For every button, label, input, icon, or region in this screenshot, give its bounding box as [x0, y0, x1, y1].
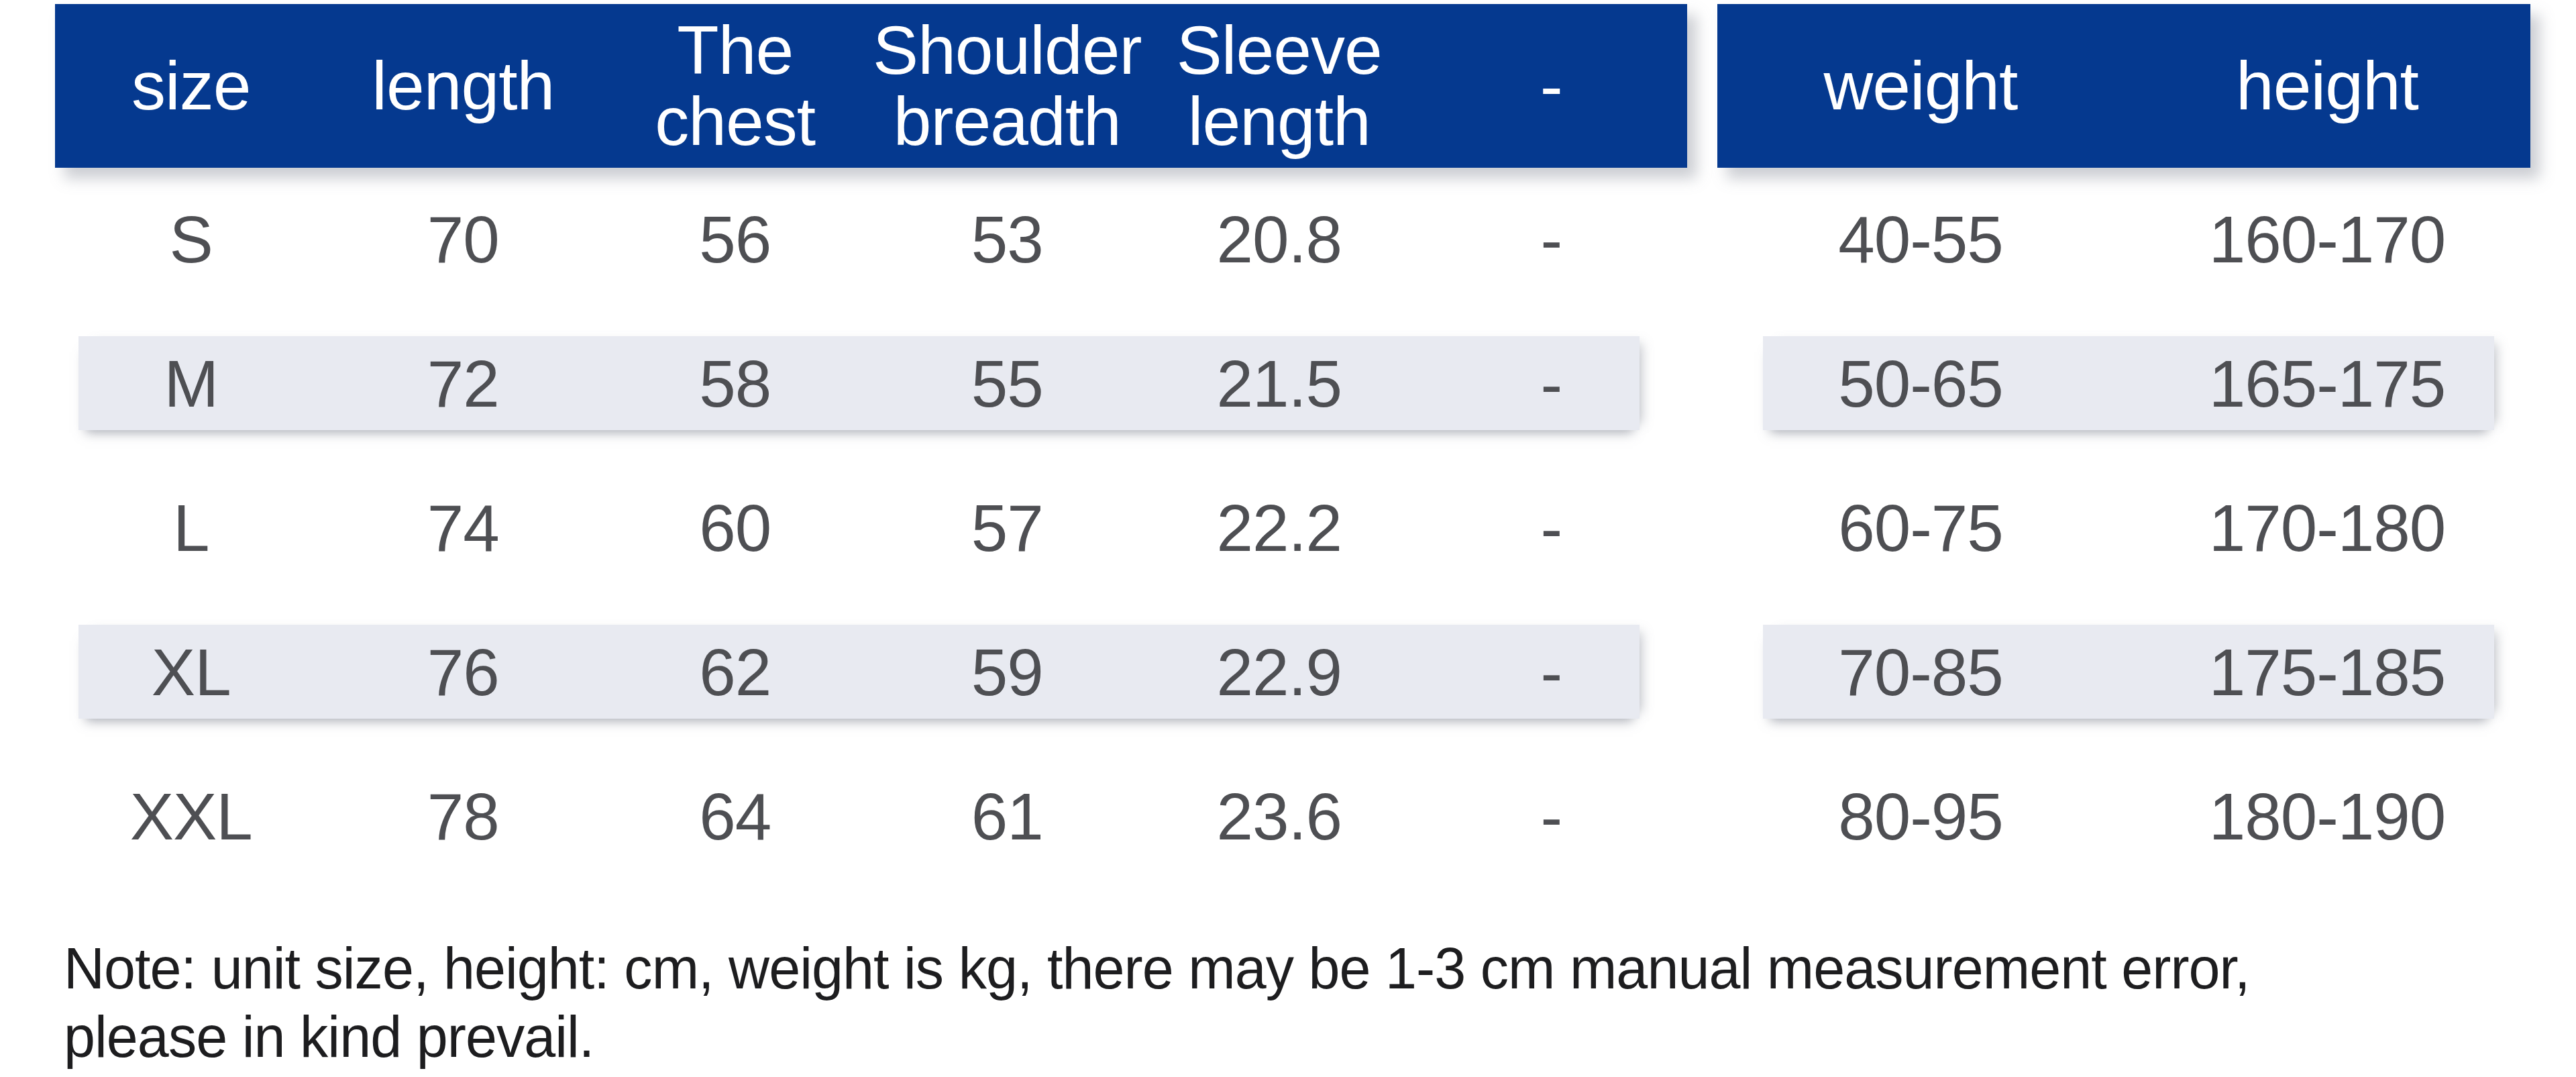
cell-sleeve: 22.9	[1143, 635, 1415, 711]
table-row-s: 40-55 160-170	[1717, 168, 2530, 312]
cell-height: 175-185	[2124, 635, 2530, 711]
note-text: Note: unit size, height: cm, weight is k…	[64, 934, 2447, 1071]
cell-shoulder: 61	[871, 779, 1144, 855]
col-header-height: height	[2124, 50, 2530, 121]
cell-size: S	[55, 202, 327, 278]
table-row-l: 60-75 170-180	[1717, 456, 2530, 601]
cell-chest: 64	[599, 779, 871, 855]
cell-dash: -	[1415, 635, 1688, 711]
cell-height: 180-190	[2124, 779, 2530, 855]
col-header-dash: -	[1415, 50, 1688, 121]
cell-shoulder: 53	[871, 202, 1144, 278]
cell-length: 72	[327, 346, 600, 422]
col-header-sleeve: Sleeve length	[1143, 15, 1415, 157]
cell-weight: 50-65	[1717, 346, 2124, 422]
cell-height: 170-180	[2124, 491, 2530, 566]
cell-chest: 62	[599, 635, 871, 711]
cell-chest: 56	[599, 202, 871, 278]
cell-shoulder: 55	[871, 346, 1144, 422]
table-row-xl: 70-85 175-185	[1717, 601, 2530, 745]
table-row-s: S 70 56 53 20.8 -	[55, 168, 1687, 312]
cell-size: M	[55, 346, 327, 422]
table-row-xxl: XXL 78 64 61 23.6 -	[55, 745, 1687, 889]
cell-chest: 58	[599, 346, 871, 422]
size-chart: size length The chest Shoulder breadth S…	[0, 0, 2576, 1077]
table-row-m: M 72 58 55 21.5 -	[55, 312, 1687, 456]
cell-length: 76	[327, 635, 600, 711]
table-body-right: 40-55 160-170 50-65 165-175 60-75 170-18…	[1717, 168, 2530, 889]
cell-chest: 60	[599, 491, 871, 566]
table-row-xxl: 80-95 180-190	[1717, 745, 2530, 889]
col-header-shoulder: Shoulder breadth	[871, 15, 1144, 157]
cell-size: XXL	[55, 779, 327, 855]
cell-shoulder: 57	[871, 491, 1144, 566]
cell-weight: 60-75	[1717, 491, 2124, 566]
cell-length: 70	[327, 202, 600, 278]
cell-sleeve: 20.8	[1143, 202, 1415, 278]
col-header-size: size	[55, 50, 327, 121]
cell-length: 74	[327, 491, 600, 566]
measurements-table: size length The chest Shoulder breadth S…	[55, 4, 1687, 889]
cell-dash: -	[1415, 491, 1688, 566]
cell-sleeve: 22.2	[1143, 491, 1415, 566]
cell-weight: 80-95	[1717, 779, 2124, 855]
cell-length: 78	[327, 779, 600, 855]
col-header-weight: weight	[1717, 50, 2124, 121]
cell-dash: -	[1415, 779, 1688, 855]
cell-weight: 70-85	[1717, 635, 2124, 711]
cell-height: 165-175	[2124, 346, 2530, 422]
cell-sleeve: 21.5	[1143, 346, 1415, 422]
table-row-l: L 74 60 57 22.2 -	[55, 456, 1687, 601]
table-row-m: 50-65 165-175	[1717, 312, 2530, 456]
table-row-xl: XL 76 62 59 22.9 -	[55, 601, 1687, 745]
cell-height: 160-170	[2124, 202, 2530, 278]
body-specs-table: weight height 40-55 160-170 50-65 165-17…	[1717, 4, 2530, 889]
cell-sleeve: 23.6	[1143, 779, 1415, 855]
table-header-left: size length The chest Shoulder breadth S…	[55, 4, 1687, 168]
cell-weight: 40-55	[1717, 202, 2124, 278]
cell-size: L	[55, 491, 327, 566]
cell-shoulder: 59	[871, 635, 1144, 711]
cell-size: XL	[55, 635, 327, 711]
cell-dash: -	[1415, 202, 1688, 278]
table-header-right: weight height	[1717, 4, 2530, 168]
col-header-length: length	[327, 50, 600, 121]
col-header-chest: The chest	[599, 15, 871, 157]
table-body-left: S 70 56 53 20.8 - M 72 58 55 21.5 - L 74…	[55, 168, 1687, 889]
cell-dash: -	[1415, 346, 1688, 422]
